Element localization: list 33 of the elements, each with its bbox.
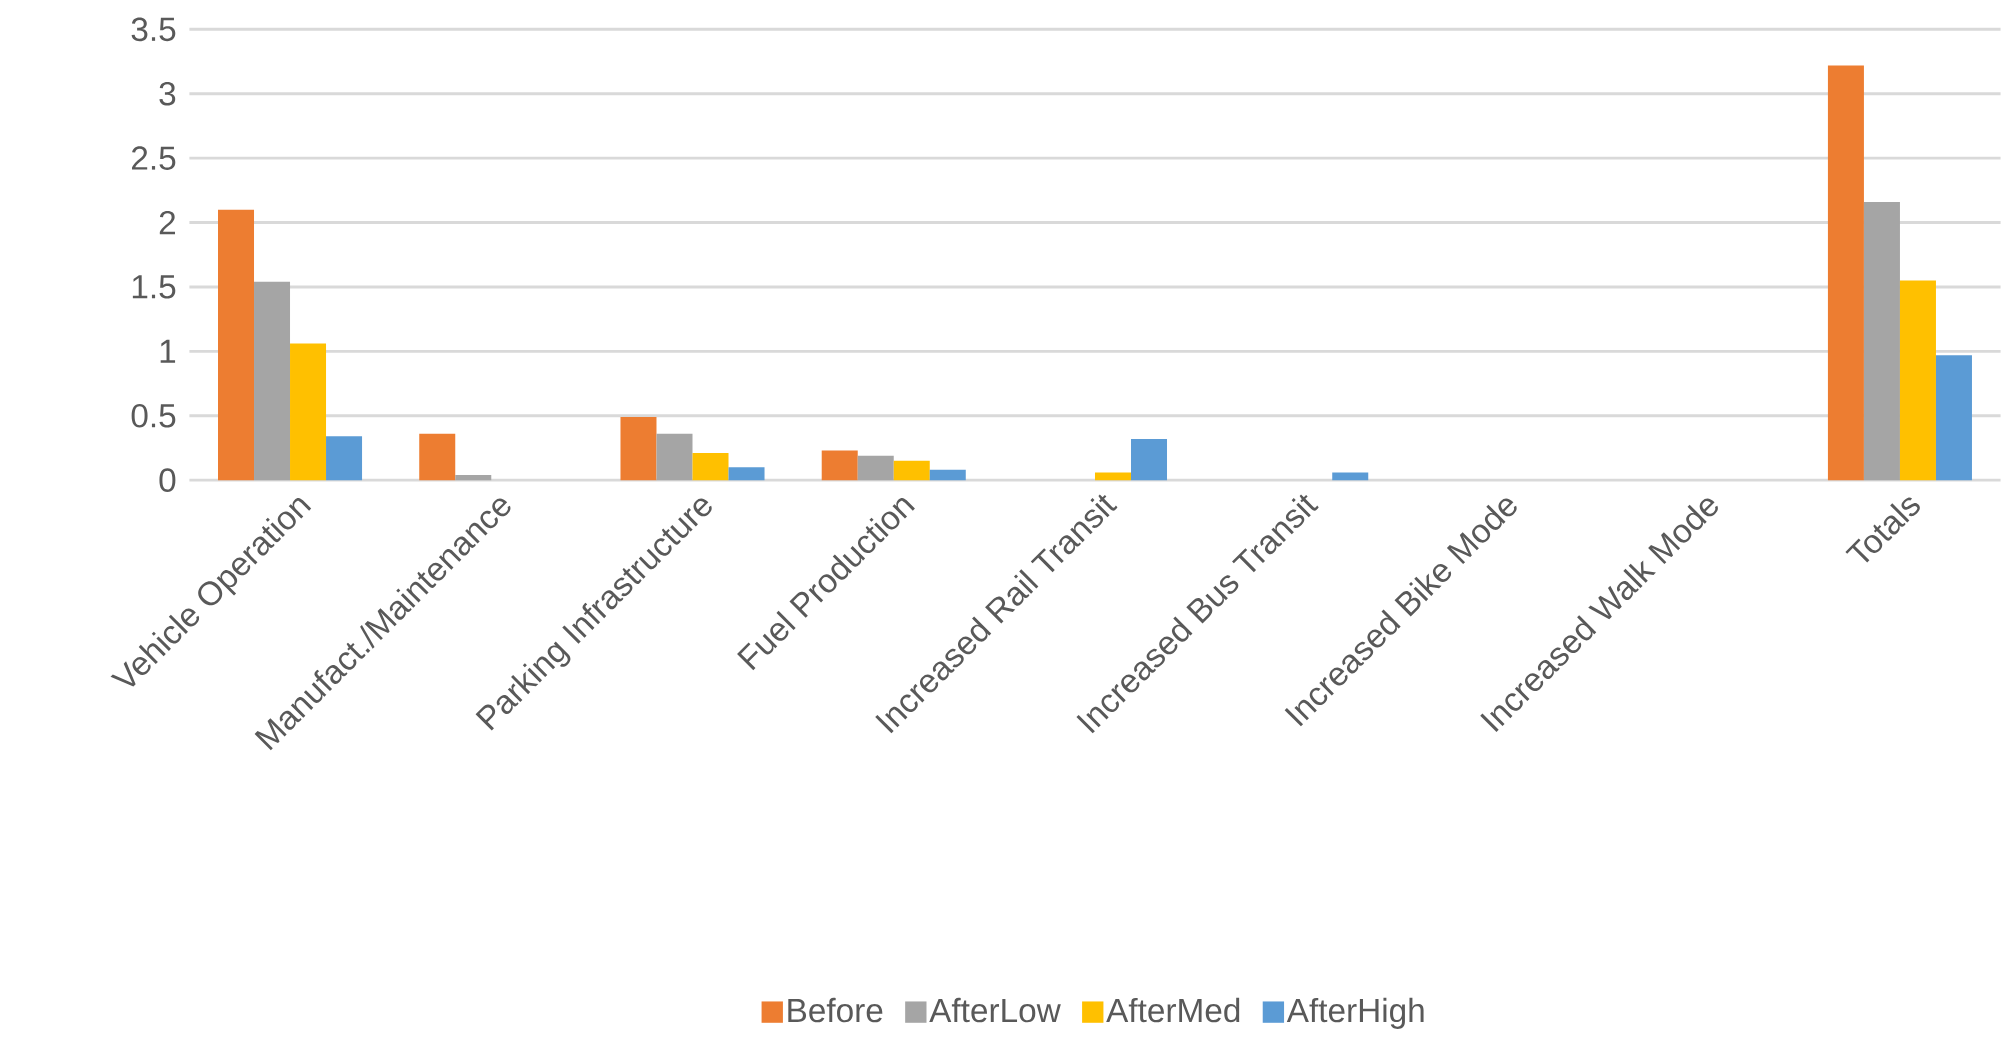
bar (1332, 472, 1369, 481)
y-tick-label: 3 (159, 82, 176, 106)
bar (929, 470, 966, 481)
legend-label: AfterMed (1106, 997, 1240, 1023)
bar (1131, 439, 1168, 481)
bar (218, 209, 255, 481)
y-tick-label: 1 (160, 340, 176, 363)
y-tick-label: 2.5 (132, 146, 176, 171)
bar (1899, 280, 1936, 481)
bar (455, 475, 492, 481)
y-tick-label: 0.5 (131, 404, 176, 428)
bar (656, 433, 693, 481)
y-tick-label: 1.5 (132, 275, 176, 299)
bar (1827, 65, 1864, 481)
bar (1935, 355, 1972, 481)
bar (1863, 202, 1900, 481)
y-tick-label: 2 (159, 211, 176, 235)
legend-label: AfterLow (929, 998, 1061, 1023)
bar (419, 433, 456, 481)
bar (1094, 472, 1131, 481)
legend-label: AfterHigh (1286, 997, 1424, 1030)
bar (728, 467, 765, 481)
y-tick-label: 0 (159, 468, 176, 493)
bar (821, 450, 858, 481)
y-tick-label: 3.5 (131, 17, 176, 42)
legend-label: Before (788, 998, 883, 1023)
bar (254, 281, 291, 481)
bar (326, 436, 363, 481)
bar (290, 343, 327, 481)
bar (857, 455, 894, 481)
bar (620, 417, 657, 481)
bar (692, 453, 729, 481)
bar (893, 460, 930, 481)
